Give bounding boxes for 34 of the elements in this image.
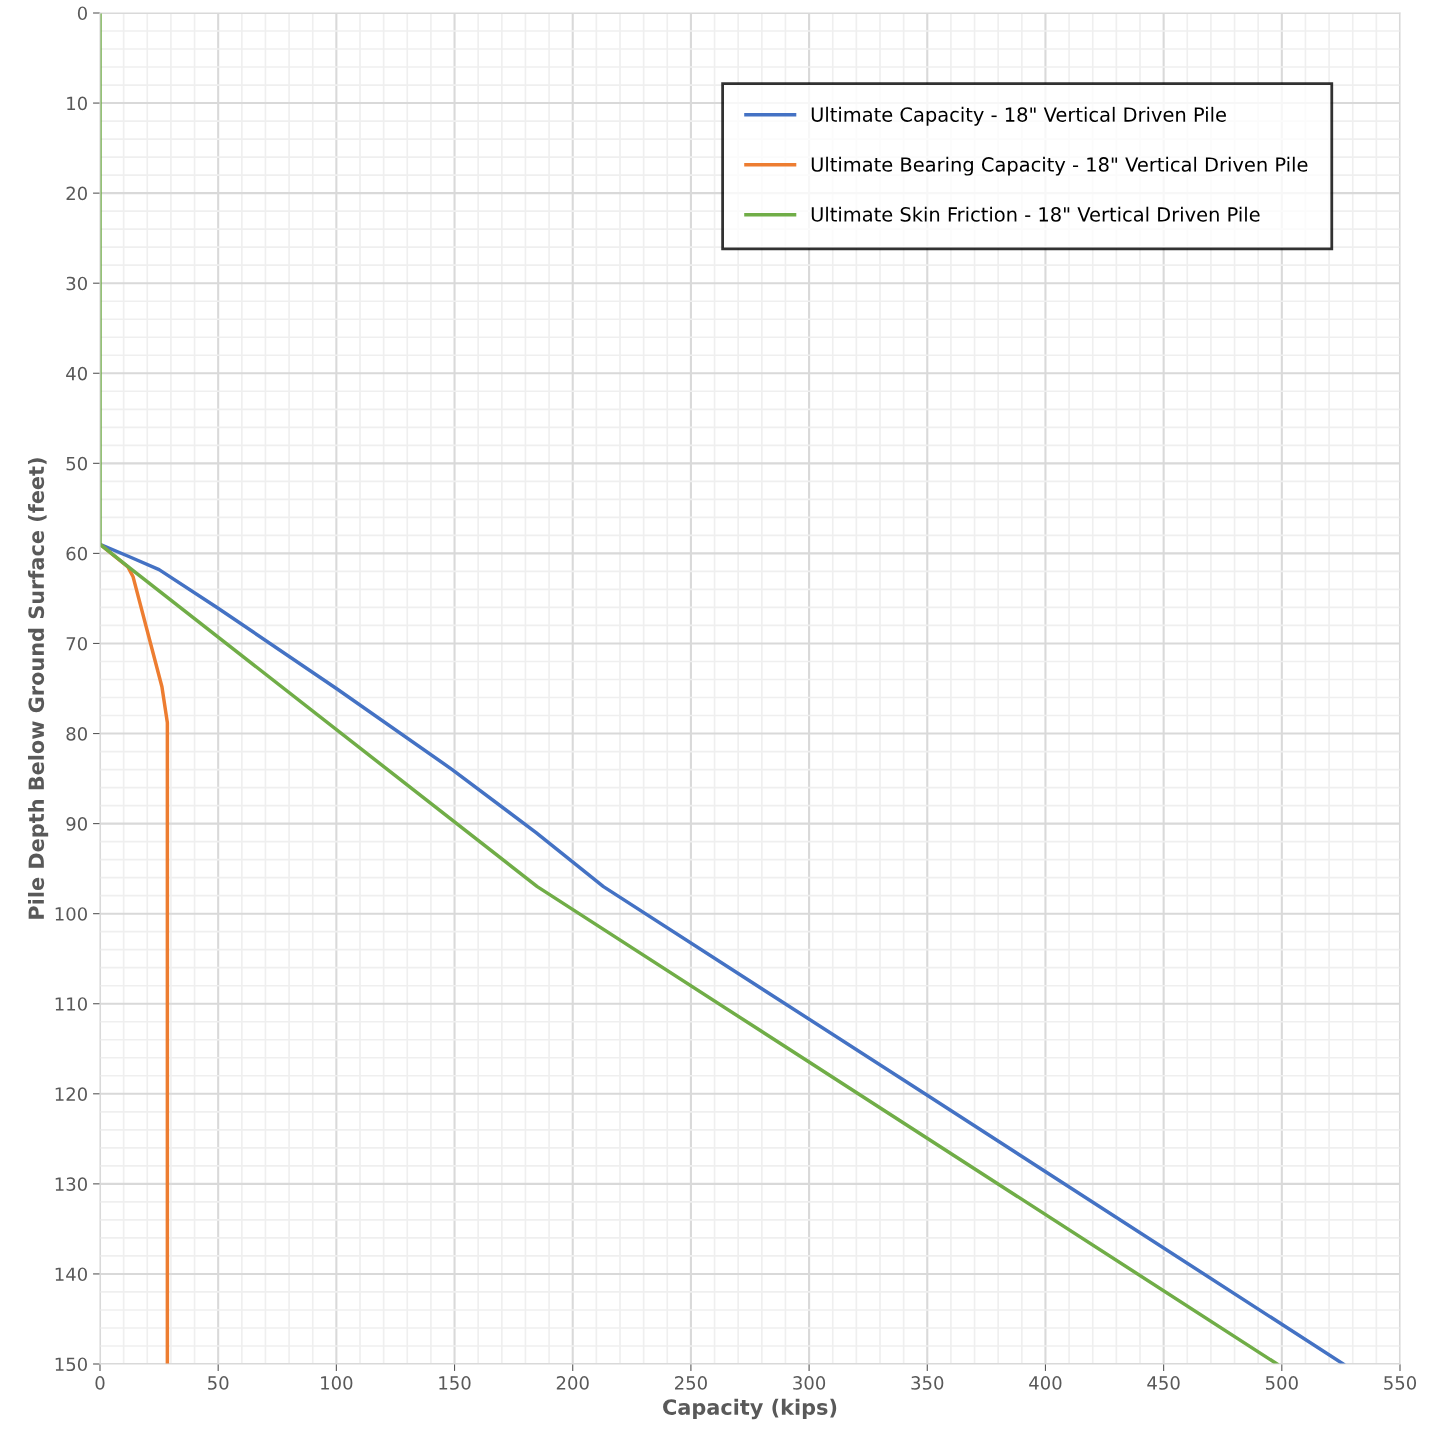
y-tick-label: 100 xyxy=(55,907,87,921)
y-tick-label: 0 xyxy=(77,6,87,21)
x-tick-label: 400 xyxy=(1029,1376,1062,1390)
x-tick-label: 250 xyxy=(675,1376,707,1390)
y-tick-label: 10 xyxy=(67,96,87,111)
x-tick-label: 300 xyxy=(793,1376,826,1390)
x-tick-label: 500 xyxy=(1265,1376,1298,1390)
y-tick-label: 130 xyxy=(55,1177,87,1191)
y-tick-label: 80 xyxy=(66,726,87,741)
y-tick-label: 150 xyxy=(55,1357,87,1372)
x-tick-label: 550 xyxy=(1384,1376,1417,1390)
y-tick-label: 140 xyxy=(55,1267,87,1282)
x-tick-label: 100 xyxy=(321,1376,353,1390)
y-tick-label: 50 xyxy=(66,456,87,471)
line-series xyxy=(100,542,1346,1364)
x-tick-label: 0 xyxy=(95,1376,105,1390)
y-tick-label: 20 xyxy=(66,186,87,201)
legend-label: Ultimate Bearing Capacity - 18" Vertical Driven Pile xyxy=(811,156,1308,176)
y-axis-title: Pile Depth Below Ground Surface (feet) xyxy=(28,458,49,919)
y-tick-label: 40 xyxy=(66,366,87,381)
y-tick-label: 110 xyxy=(55,997,87,1011)
x-tick-label: 450 xyxy=(1147,1376,1180,1390)
x-tick-label: 200 xyxy=(556,1376,589,1390)
x-tick-label: 350 xyxy=(911,1376,944,1390)
x-axis-title: Capacity (kips) xyxy=(663,1398,837,1420)
y-tick-label: 60 xyxy=(66,546,87,561)
legend-label: Ultimate Capacity - 18" Vertical Driven Pile xyxy=(811,106,1226,126)
legend-label: Ultimate Skin Friction - 18" Vertical Driven Pile xyxy=(811,206,1260,222)
x-tick-label: 150 xyxy=(439,1376,471,1390)
y-tick-label: 70 xyxy=(66,636,87,651)
y-tick-label: 30 xyxy=(66,276,87,291)
x-tick-label: 50 xyxy=(208,1376,229,1390)
y-tick-label: 90 xyxy=(66,817,87,831)
y-tick-label: 120 xyxy=(55,1087,87,1101)
